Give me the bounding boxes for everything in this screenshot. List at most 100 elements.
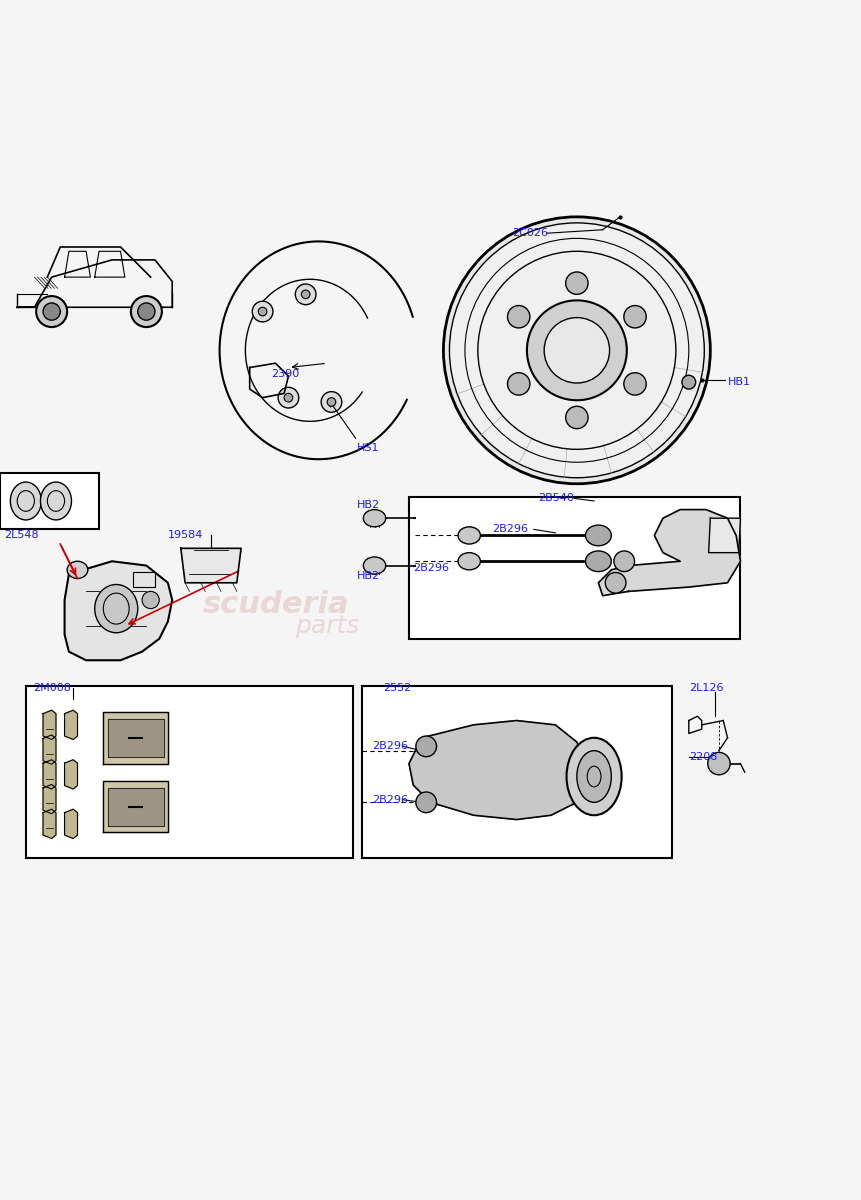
Ellipse shape [624,306,647,328]
Ellipse shape [585,551,611,571]
Text: 2552: 2552 [383,683,412,692]
Bar [538,600,547,608]
Bar [547,592,555,600]
Ellipse shape [567,738,622,815]
Polygon shape [409,720,585,820]
Ellipse shape [67,562,88,578]
Bar [482,548,491,557]
Text: 2L126: 2L126 [689,683,723,692]
Polygon shape [598,510,740,595]
Text: 2C026: 2C026 [512,228,548,239]
Bar [538,578,547,587]
Bar [504,592,512,600]
Ellipse shape [566,272,588,294]
Ellipse shape [142,592,159,608]
Text: 2B296: 2B296 [372,742,408,751]
Text: 19584: 19584 [168,530,203,540]
Bar [547,548,555,557]
Text: 2B296: 2B296 [492,524,529,534]
Polygon shape [65,710,77,739]
Ellipse shape [363,510,386,527]
Text: parts: parts [295,614,359,638]
Text: 2B296: 2B296 [413,563,449,574]
Ellipse shape [301,290,310,299]
Ellipse shape [295,284,316,305]
Bar [133,571,155,587]
Bar [495,578,504,587]
Ellipse shape [458,527,480,544]
Ellipse shape [708,752,730,775]
Text: HB2: HB2 [357,500,381,510]
Polygon shape [65,809,77,839]
Polygon shape [103,781,168,833]
Bar [474,578,482,587]
Bar [525,548,534,557]
Ellipse shape [10,482,41,520]
Bar [504,570,512,578]
Ellipse shape [416,792,437,812]
Ellipse shape [321,391,342,413]
Ellipse shape [416,736,437,757]
Ellipse shape [363,557,386,574]
Polygon shape [43,760,56,788]
Bar [525,592,534,600]
Ellipse shape [605,572,626,593]
Bar [26,686,353,858]
Text: 2M008: 2M008 [33,683,71,692]
Ellipse shape [577,751,611,803]
Polygon shape [181,548,241,583]
Bar [474,557,482,565]
Text: 2208: 2208 [689,751,717,762]
Ellipse shape [527,300,627,401]
Ellipse shape [443,217,710,484]
Bar [517,600,525,608]
Ellipse shape [131,296,162,328]
Text: scuderia: scuderia [202,590,349,619]
Ellipse shape [458,553,480,570]
Polygon shape [103,712,168,763]
Ellipse shape [258,307,267,316]
Ellipse shape [95,584,138,632]
Bar [538,557,547,565]
Ellipse shape [327,397,336,407]
Polygon shape [709,518,740,553]
Text: 2B296: 2B296 [372,794,408,805]
Polygon shape [65,562,172,660]
Polygon shape [43,734,56,764]
Bar [517,557,525,565]
Ellipse shape [682,376,696,389]
Text: HS1: HS1 [357,444,380,454]
Ellipse shape [40,482,71,520]
Bar [517,578,525,587]
Polygon shape [43,785,56,814]
Ellipse shape [36,296,67,328]
Polygon shape [43,809,56,839]
Ellipse shape [624,373,647,395]
Bar [482,592,491,600]
Ellipse shape [252,301,273,322]
Polygon shape [108,787,164,826]
Ellipse shape [284,394,293,402]
Bar [0,473,99,528]
Ellipse shape [585,526,611,546]
Bar [495,557,504,565]
Ellipse shape [507,306,530,328]
Text: HB1: HB1 [728,377,751,388]
Bar [525,570,534,578]
Ellipse shape [278,388,299,408]
Ellipse shape [566,407,588,428]
Text: HB2: HB2 [357,571,381,581]
Bar [547,570,555,578]
Ellipse shape [43,302,60,320]
Bar [362,686,672,858]
Ellipse shape [449,223,704,478]
Text: 2B540: 2B540 [538,493,574,504]
Text: 2390: 2390 [271,370,300,379]
Text: 2L548: 2L548 [4,529,39,540]
Polygon shape [108,719,164,757]
Bar [504,548,512,557]
Bar [495,600,504,608]
Ellipse shape [507,373,530,395]
Ellipse shape [138,302,155,320]
Bar [409,497,740,638]
